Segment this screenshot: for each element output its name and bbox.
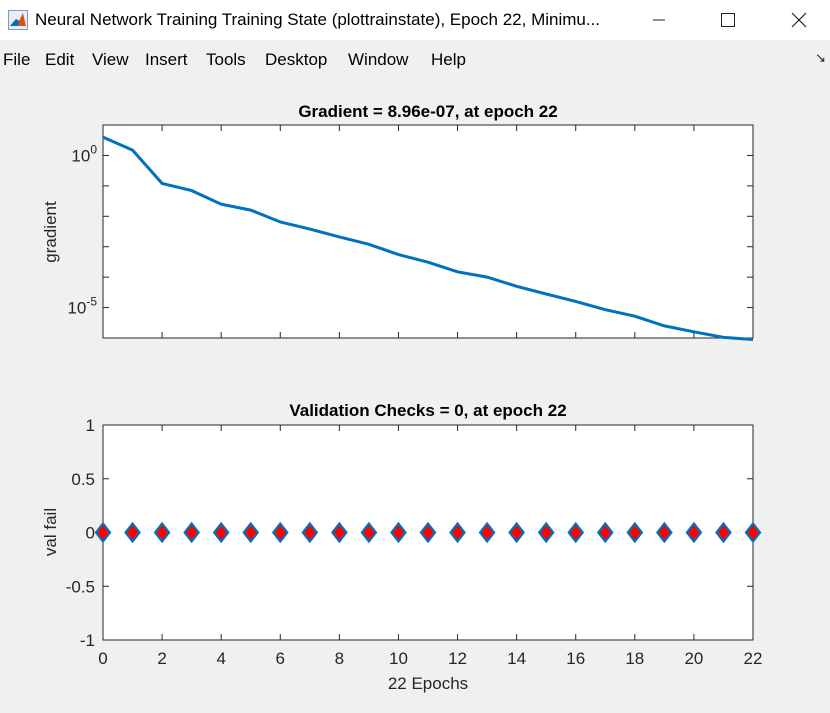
gradient-ytick-label: 100 [71, 142, 97, 165]
close-button[interactable] [776, 0, 822, 40]
valfail-marker [537, 521, 555, 544]
window-titlebar: Neural Network Training Training State (… [0, 0, 830, 40]
valfail-xtick-label: 20 [684, 649, 703, 668]
valfail-marker [360, 521, 378, 544]
valfail-marker [153, 521, 171, 544]
matlab-icon [8, 10, 28, 30]
valfail-xtick-label: 22 [744, 649, 763, 668]
gradient-title: Gradient = 8.96e-07, at epoch 22 [298, 102, 557, 121]
valfail-marker [419, 521, 437, 544]
maximize-button[interactable] [705, 0, 751, 40]
valfail-ylabel: val fail [41, 508, 60, 556]
valfail-marker [567, 521, 585, 544]
valfail-marker [271, 521, 289, 544]
valfail-marker [124, 521, 141, 544]
valfail-marker [449, 521, 466, 544]
valfail-marker [626, 521, 644, 544]
menu-view[interactable]: View [92, 50, 129, 69]
valfail-xtick-label: 8 [335, 649, 344, 668]
maximize-icon [721, 13, 735, 27]
valfail-ytick-label: 0.5 [71, 470, 95, 489]
valfail-ytick-label: -0.5 [66, 577, 95, 596]
menu-desktop[interactable]: Desktop [265, 50, 328, 69]
figure-canvas: Gradient = 8.96e-07, at epoch 22 gradien… [41, 102, 762, 693]
gradient-ylabel: gradient [41, 201, 60, 263]
gradient-plot-box [102, 124, 754, 339]
menu-help[interactable]: Help [431, 50, 466, 69]
close-icon [791, 12, 807, 28]
valfail-marker [596, 521, 614, 544]
menu-tools[interactable]: Tools [206, 50, 246, 69]
valfail-ytick-label: -1 [80, 631, 95, 650]
valfail-xtick-label: 0 [98, 649, 107, 668]
gradient-axes: Gradient = 8.96e-07, at epoch 22 gradien… [41, 102, 754, 341]
valfail-axes: Validation Checks = 0, at epoch 22 val f… [41, 401, 762, 693]
valfail-xlabel: 22 Epochs [388, 674, 468, 693]
valfail-marker [94, 521, 112, 544]
minimize-icon [653, 19, 665, 21]
valfail-ytick-label: 0 [86, 524, 95, 543]
valfail-xtick-label: 16 [566, 649, 585, 668]
menu-insert[interactable]: Insert [145, 50, 188, 69]
gradient-series-line [102, 135, 754, 341]
window-title: Neural Network Training Training State (… [35, 10, 601, 29]
valfail-ytick-label: 1 [86, 416, 95, 435]
valfail-marker [301, 521, 319, 544]
valfail-marker [478, 521, 496, 544]
valfail-xtick-label: 2 [157, 649, 166, 668]
valfail-marker [330, 521, 348, 544]
valfail-marker [508, 521, 526, 544]
figure-area: Gradient = 8.96e-07, at epoch 22 gradien… [0, 82, 830, 708]
valfail-title: Validation Checks = 0, at epoch 22 [289, 401, 566, 420]
menu-file[interactable]: File [3, 50, 31, 69]
valfail-marker [212, 521, 230, 544]
minimize-button[interactable] [636, 0, 682, 40]
valfail-marker [715, 521, 732, 544]
dock-arrow-icon[interactable]: ↘ [815, 50, 826, 65]
valfail-marker [390, 521, 407, 544]
valfail-xtick-label: 4 [216, 649, 225, 668]
gradient-ytick-label: 10-5 [67, 295, 97, 318]
valfail-marker [744, 521, 762, 544]
menu-edit[interactable]: Edit [45, 50, 75, 69]
valfail-marker [242, 521, 260, 544]
valfail-xtick-label: 6 [276, 649, 285, 668]
valfail-xtick-label: 12 [448, 649, 467, 668]
menu-bar: File Edit View Insert Tools Desktop Wind… [0, 44, 830, 76]
valfail-xtick-label: 14 [507, 649, 526, 668]
valfail-xtick-label: 18 [625, 649, 644, 668]
valfail-marker [183, 521, 201, 544]
menu-window[interactable]: Window [348, 50, 409, 69]
valfail-marker [655, 521, 673, 544]
valfail-xtick-label: 10 [389, 649, 408, 668]
valfail-marker [685, 521, 703, 544]
